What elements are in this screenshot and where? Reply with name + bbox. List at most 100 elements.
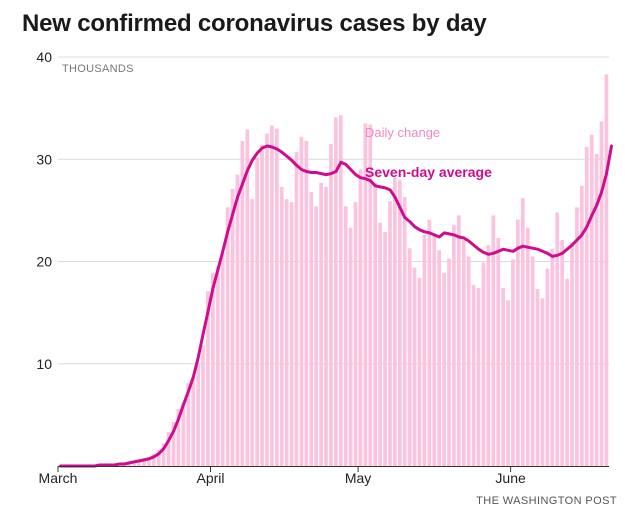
daily-bar — [407, 248, 412, 466]
daily-bar — [235, 174, 240, 466]
daily-bar — [417, 277, 422, 466]
daily-bar — [151, 453, 156, 466]
daily-bar — [452, 224, 456, 466]
source-credit: THE WASHINGTON POST — [476, 495, 617, 507]
y-tick-label: 40 — [36, 49, 52, 65]
daily-bar — [338, 115, 343, 466]
daily-bar — [166, 432, 171, 466]
daily-bar — [604, 74, 609, 466]
daily-bar — [466, 256, 471, 466]
daily-bar — [329, 143, 333, 466]
daily-bar — [176, 408, 181, 466]
daily-bar — [471, 285, 476, 466]
daily-bar — [422, 234, 427, 466]
daily-bar — [314, 206, 319, 466]
legend-daily-change: Daily change — [365, 125, 440, 140]
daily-bar — [511, 259, 515, 466]
daily-bar — [324, 186, 328, 467]
daily-bar — [186, 383, 191, 466]
y-tick-label: 10 — [36, 356, 52, 372]
x-tick-label: June — [495, 470, 526, 486]
daily-bar — [274, 128, 279, 466]
daily-bar — [260, 144, 264, 466]
daily-bar — [516, 219, 520, 466]
daily-bar — [215, 266, 220, 466]
daily-bar — [255, 157, 260, 466]
daily-bar — [476, 288, 481, 466]
daily-bar — [496, 237, 501, 466]
daily-bar — [304, 140, 309, 466]
daily-bar — [220, 253, 225, 466]
daily-bar — [161, 443, 166, 466]
daily-bar — [201, 345, 205, 466]
daily-bar — [447, 258, 451, 466]
daily-bar — [137, 459, 141, 466]
daily-bar — [294, 152, 299, 466]
daily-bar — [147, 456, 151, 466]
daily-bar — [412, 267, 417, 466]
daily-bar — [530, 256, 535, 466]
daily-bar — [481, 262, 486, 466]
daily-bar — [171, 422, 176, 466]
daily-bar — [397, 179, 402, 466]
daily-bar — [599, 121, 604, 466]
y-tick-label: 30 — [36, 151, 52, 167]
daily-bar — [191, 378, 196, 466]
chart-title: New confirmed coronavirus cases by day — [22, 10, 487, 37]
daily-bar — [535, 289, 540, 466]
x-tick-label: May — [345, 470, 371, 486]
daily-bar — [456, 215, 461, 466]
daily-bar — [127, 462, 132, 466]
legend: Daily change Seven-day average — [365, 125, 492, 180]
daily-bar — [545, 268, 550, 466]
daily-bar — [245, 129, 250, 466]
daily-bar — [358, 169, 363, 466]
y-unit-label: THOUSANDS — [62, 63, 134, 75]
daily-bar — [565, 278, 569, 466]
daily-bar — [368, 124, 373, 467]
daily-bar — [279, 186, 284, 467]
daily-bar — [373, 182, 378, 466]
daily-bar — [240, 140, 245, 466]
daily-bar — [393, 177, 397, 466]
y-tick-label: 20 — [36, 254, 52, 270]
daily-bar — [334, 117, 338, 466]
daily-bar — [230, 188, 235, 466]
daily-bar — [589, 134, 594, 466]
daily-bar — [250, 199, 255, 466]
daily-bar — [550, 249, 555, 466]
daily-bars — [102, 74, 609, 467]
daily-bar — [181, 402, 186, 466]
daily-bar — [442, 272, 446, 466]
daily-bar — [501, 288, 505, 466]
daily-bar — [427, 219, 432, 466]
daily-bar — [206, 291, 210, 466]
legend-seven-day-average: Seven-day average — [365, 164, 492, 180]
daily-bar — [142, 458, 146, 466]
daily-bar — [309, 191, 314, 466]
x-tick-label: April — [197, 470, 225, 486]
daily-bar — [555, 212, 560, 466]
daily-bar — [378, 222, 382, 466]
average-line-layer — [59, 144, 613, 468]
daily-bar — [594, 154, 599, 466]
x-axis: March April May June — [39, 466, 609, 486]
daily-bar — [289, 202, 294, 466]
daily-bar — [388, 201, 392, 467]
daily-bar — [348, 227, 353, 466]
daily-bar — [437, 250, 442, 466]
x-tick-label: March — [39, 470, 78, 486]
daily-bar — [402, 197, 407, 466]
daily-bar — [363, 123, 368, 467]
daily-bar — [486, 245, 491, 466]
daily-bar — [491, 215, 496, 466]
daily-bar — [520, 198, 525, 467]
daily-bar — [560, 240, 565, 466]
daily-bar — [506, 300, 510, 466]
daily-bar — [353, 202, 358, 466]
daily-bar — [270, 125, 274, 466]
daily-bar — [196, 362, 200, 466]
daily-bar — [265, 133, 269, 466]
daily-bar — [319, 182, 323, 466]
